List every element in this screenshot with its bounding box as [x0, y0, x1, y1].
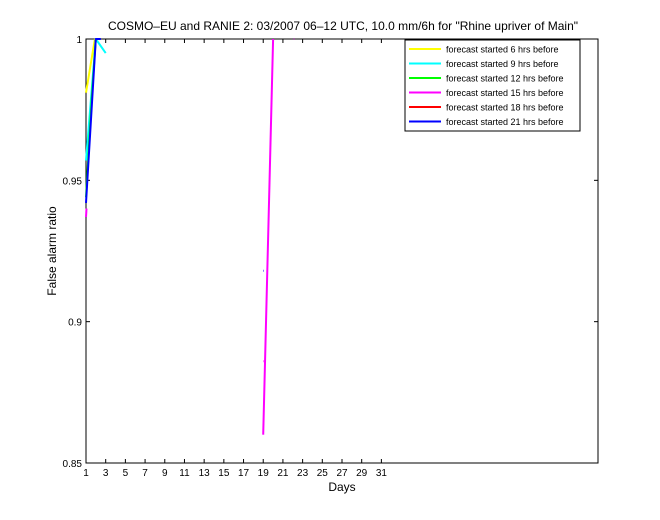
legend: forecast started 6 hrs before forecast st…	[404, 39, 581, 132]
y-axis-label: False alarm ratio	[45, 206, 59, 296]
legend-label: forecast started 15 hrs before	[446, 88, 564, 98]
x-tick-label: 9	[162, 468, 168, 479]
x-tick-label: 7	[142, 468, 148, 479]
legend-label: forecast started 12 hrs before	[446, 74, 564, 84]
x-tick-label: 15	[218, 468, 230, 479]
x-tick-label: 31	[376, 468, 388, 479]
axis-ticks: 1 3 5 7 9 11 13 15 17 19 21 23 25 27 29 310.850.90.951	[63, 35, 598, 479]
series-line	[85, 38, 101, 203]
series-line	[85, 38, 96, 93]
legend-label: forecast started 18 hrs before	[446, 103, 564, 113]
x-tick-label: 23	[297, 468, 309, 479]
y-tick-label: 0.9	[68, 318, 82, 329]
legend-label: forecast started 9 hrs before	[446, 59, 559, 69]
x-tick-label: 27	[336, 468, 348, 479]
x-axis-label: Days	[328, 480, 355, 494]
series-line	[262, 38, 275, 435]
y-tick-label: 0.95	[63, 176, 83, 187]
x-tick-label: 1	[83, 468, 89, 479]
legend-label: forecast started 6 hrs before	[446, 45, 559, 55]
series-layer	[85, 38, 295, 435]
legend-label: forecast started 21 hrs before	[446, 117, 564, 127]
x-tick-label: 25	[317, 468, 329, 479]
y-tick-label: 1	[76, 35, 82, 46]
x-tick-label: 11	[179, 468, 190, 479]
x-tick-label: 29	[356, 468, 368, 479]
x-tick-label: 5	[123, 468, 129, 479]
y-tick-label: 0.85	[63, 459, 83, 470]
x-tick-label: 17	[238, 468, 250, 479]
x-tick-label: 19	[258, 468, 270, 479]
chart-title: COSMO–EU and RANIE 2: 03/2007 06–12 UTC,…	[108, 19, 578, 33]
legend-box	[404, 39, 581, 132]
x-tick-label: 21	[277, 468, 289, 479]
series-line	[85, 208, 88, 218]
x-tick-label: 3	[103, 468, 109, 479]
x-tick-label: 13	[199, 468, 211, 479]
